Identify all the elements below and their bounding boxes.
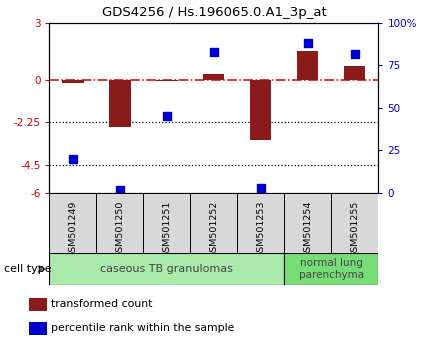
- Point: [163, 114, 170, 119]
- Point: [351, 51, 358, 56]
- Point: [304, 41, 311, 46]
- Text: GSM501254: GSM501254: [304, 200, 313, 257]
- Bar: [29, 322, 47, 335]
- Point: [211, 49, 217, 55]
- Point: [117, 187, 123, 192]
- Point: [258, 185, 264, 191]
- Text: GSM501253: GSM501253: [256, 200, 265, 258]
- Bar: [203, 74, 224, 80]
- Bar: [62, 80, 83, 84]
- Text: GSM501255: GSM501255: [350, 200, 359, 257]
- Text: percentile rank within the sample: percentile rank within the sample: [51, 323, 234, 333]
- Bar: [96, 193, 144, 253]
- Text: transformed count: transformed count: [51, 299, 153, 309]
- Bar: [49, 253, 284, 285]
- Point: [70, 156, 77, 162]
- Bar: [284, 253, 378, 285]
- Text: GSM501249: GSM501249: [68, 200, 77, 257]
- Title: GDS4256 / Hs.196065.0.A1_3p_at: GDS4256 / Hs.196065.0.A1_3p_at: [101, 6, 326, 19]
- Bar: [284, 193, 332, 253]
- Bar: [190, 193, 237, 253]
- Bar: [144, 193, 190, 253]
- Text: caseous TB granulomas: caseous TB granulomas: [101, 264, 233, 274]
- Bar: [49, 193, 96, 253]
- Bar: [157, 80, 178, 81]
- Bar: [344, 67, 366, 80]
- Text: cell type: cell type: [4, 264, 52, 274]
- Bar: [29, 298, 47, 311]
- Text: GSM501250: GSM501250: [115, 200, 124, 257]
- Bar: [109, 80, 131, 127]
- Bar: [332, 193, 378, 253]
- Text: normal lung
parenchyma: normal lung parenchyma: [299, 258, 364, 280]
- Text: GSM501251: GSM501251: [163, 200, 172, 257]
- Bar: [237, 193, 284, 253]
- Bar: [297, 51, 319, 80]
- Text: GSM501252: GSM501252: [209, 200, 218, 257]
- Bar: [250, 80, 271, 140]
